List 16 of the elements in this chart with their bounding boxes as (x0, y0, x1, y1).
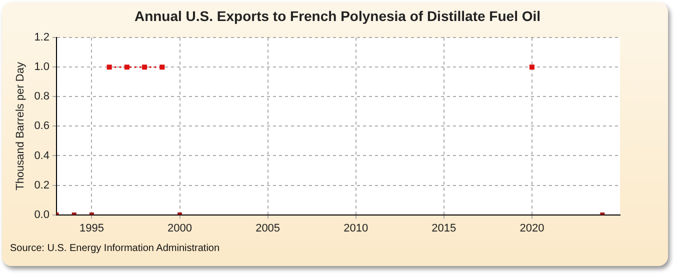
source-note: Source: U.S. Energy Information Administration (10, 243, 220, 254)
x-tick-label: 2005 (256, 222, 280, 234)
x-tick-label: 2000 (168, 222, 192, 234)
x-tick-label: 1995 (79, 222, 104, 234)
x-tick-label: 2010 (344, 222, 368, 234)
y-axis-title: Thousand Barrels per Day (14, 62, 27, 190)
y-tick-label: 0.2 (34, 179, 50, 192)
x-tick-label: 2020 (520, 222, 544, 234)
y-tick-label: 1.2 (34, 32, 50, 44)
y-tick-label: 0.8 (34, 90, 50, 103)
chart-title: Annual U.S. Exports to French Polynesia of Distillate Fuel Oil (133, 8, 542, 24)
x-tick-label: 2015 (432, 222, 456, 234)
y-tick-label: 0.0 (34, 208, 50, 221)
y-tick-label: 0.6 (34, 120, 50, 132)
y-tick-label: 1.0 (34, 61, 50, 74)
y-tick-label: 0.4 (34, 150, 50, 162)
